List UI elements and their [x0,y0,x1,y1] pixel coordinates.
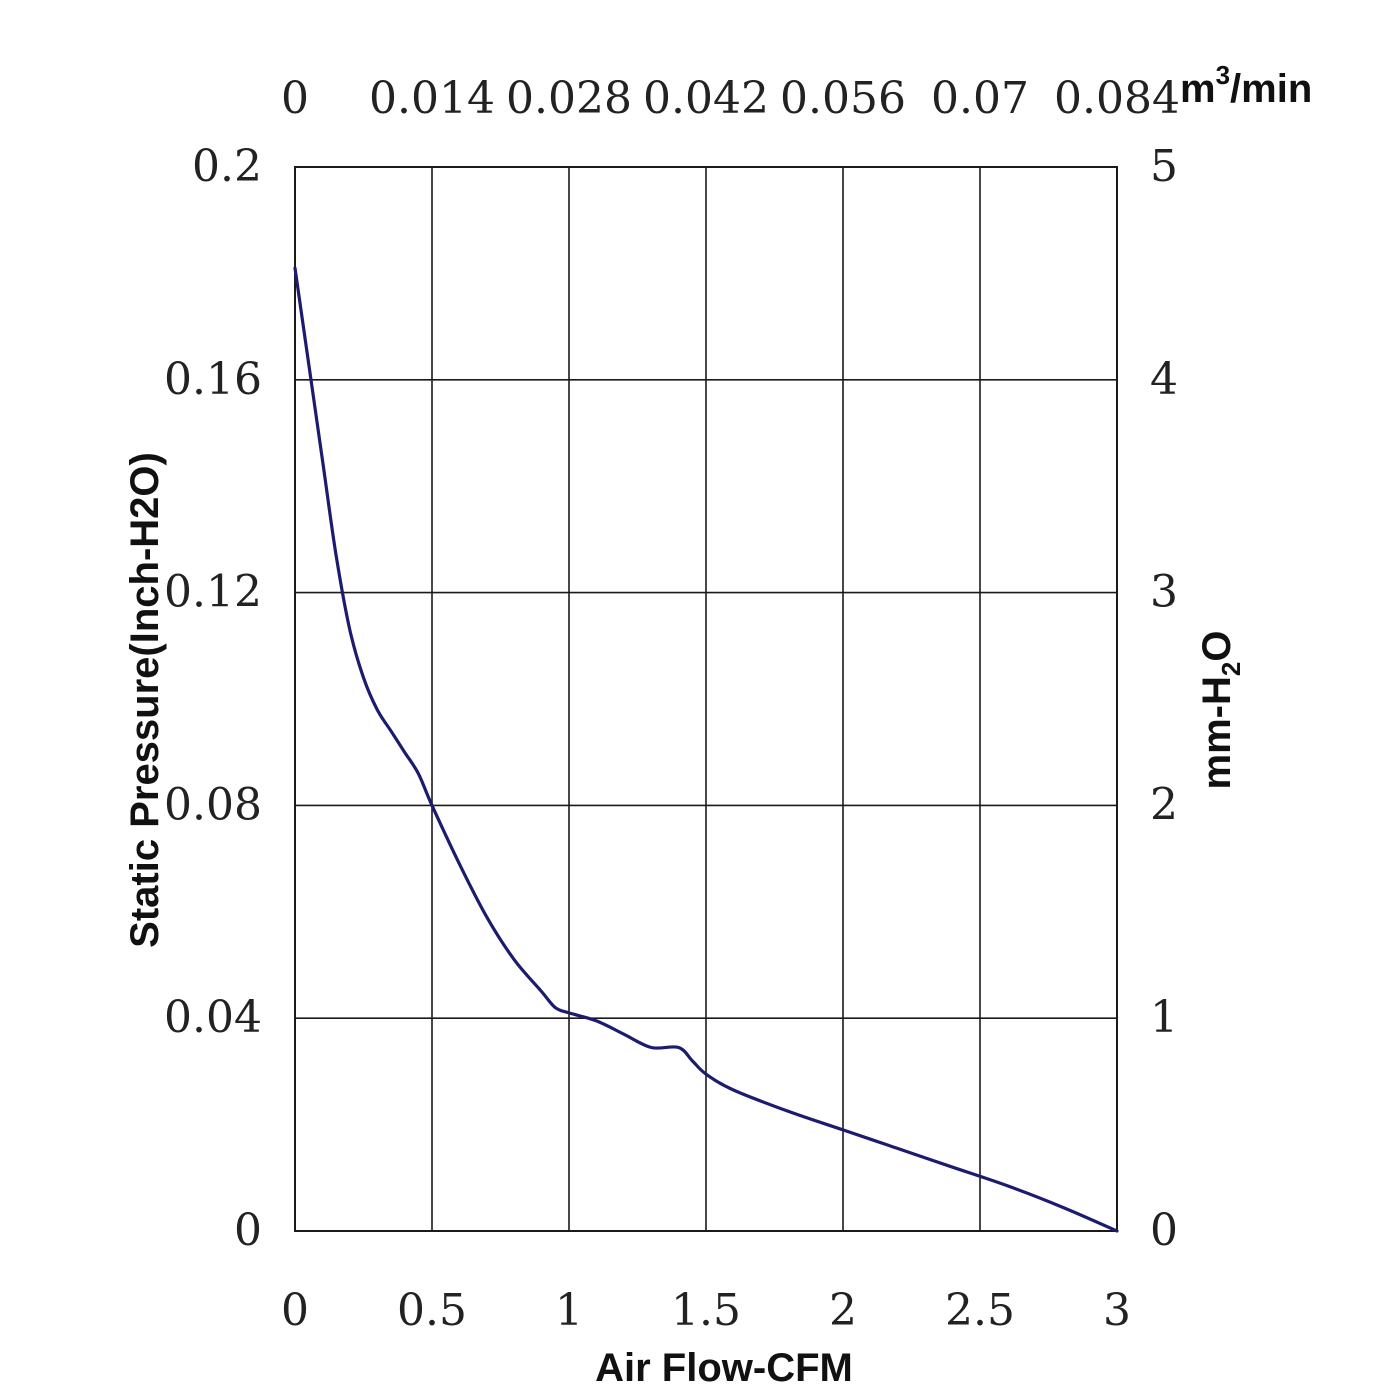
y-tick-label: 0.12 [164,567,262,618]
y2-tick-label: 4 [1150,354,1178,405]
x2-title-sup: 3 [1216,60,1230,90]
x-tick-label: 0.5 [397,1285,467,1336]
x-tick-label: 2.5 [945,1285,1015,1336]
y2-tick-label: 2 [1150,779,1178,830]
y2-title-rest: O [1195,631,1239,662]
x2-tick-label: 0.014 [369,73,495,124]
x2-tick-label: 0.07 [931,73,1029,124]
x2-tick-label: 0.028 [506,73,632,124]
x-tick-label: 1.5 [671,1285,741,1336]
x2-axis-title: m3/min [1180,60,1312,111]
x2-tick-label: 0.084 [1054,73,1180,124]
x-tick-label: 0 [281,1285,309,1336]
y-axis-ticks-inch: 0 0.04 0.08 0.12 0.16 0.2 [164,141,262,1256]
x2-title-rest: /min [1230,67,1312,111]
y-tick-label: 0.08 [164,779,262,830]
y2-axis-title: mm-H2O [1195,631,1246,790]
grid-lines [295,167,1117,1231]
y2-tick-label: 3 [1150,567,1178,618]
y-tick-label: 0.04 [164,992,262,1043]
x2-tick-label: 0 [281,73,309,124]
y2-axis-ticks-mmh2o: 0 1 2 3 4 5 [1150,141,1178,1256]
y-axis-title: Static Pressure(Inch-H2O) [123,452,167,948]
x-tick-label: 3 [1103,1285,1131,1336]
x2-title-base: m [1180,67,1216,111]
y-tick-label: 0 [234,1205,262,1256]
y-tick-label: 0.16 [164,354,262,405]
y2-tick-label: 1 [1150,992,1178,1043]
y2-tick-label: 0 [1150,1205,1178,1256]
x-axis-title: Air Flow-CFM [595,1346,853,1390]
plot-frame [294,166,1118,1232]
x-axis-ticks-cfm: 0 0.5 1 1.5 2 2.5 3 [281,1285,1131,1336]
y-tick-label: 0.2 [192,141,262,192]
x2-tick-label: 0.056 [780,73,906,124]
x-tick-label: 1 [555,1285,583,1336]
x2-tick-label: 0.042 [643,73,769,124]
x-tick-label: 2 [829,1285,857,1336]
y2-tick-label: 5 [1150,141,1178,192]
y2-title-sub: 2 [1216,662,1246,676]
x2-axis-ticks-m3min: 0 0.014 0.028 0.042 0.056 0.07 0.084 [281,73,1180,124]
y2-title-base: mm-H [1195,676,1239,789]
pressure-flow-curve [293,266,1119,1233]
